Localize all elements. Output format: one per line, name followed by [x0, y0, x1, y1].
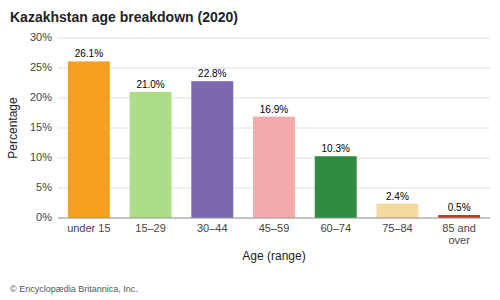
title: Kazakhstan age breakdown (2020)	[10, 9, 238, 25]
x-tick-label-line: 15–29	[135, 222, 166, 234]
bar	[130, 92, 172, 218]
x-tick-label: 60–74	[320, 222, 351, 234]
x-tick-label: 30–44	[197, 222, 228, 234]
grid	[58, 38, 490, 218]
bar	[253, 117, 295, 218]
data-label: 26.1%	[75, 48, 103, 59]
grid-line	[58, 38, 490, 39]
bar	[376, 204, 418, 218]
data-label: 22.8%	[198, 68, 226, 79]
y-tick-label: 25%	[30, 61, 52, 73]
data-label: 21.0%	[136, 79, 164, 90]
data-label: 0.5%	[448, 202, 471, 213]
x-tick-label-line: 45–59	[259, 222, 290, 234]
bar	[315, 156, 357, 218]
y-tick-label: 30%	[30, 31, 52, 43]
x-tick-label: under 15	[67, 222, 110, 234]
y-tick-label: 15%	[30, 121, 52, 133]
chart: Kazakhstan age breakdown (2020) 0% 5% 10% 15…	[0, 0, 500, 300]
footnote: © Encyclopædia Britannica, Inc.	[10, 284, 138, 294]
y-tick-label: 5%	[36, 181, 52, 193]
x-tick-label-line: over	[448, 234, 470, 246]
x-tick-label-line: 30–44	[197, 222, 228, 234]
data-label: 16.9%	[260, 104, 288, 115]
bar	[68, 61, 110, 218]
x-axis-line	[58, 218, 490, 219]
x-tick-label: 75–84	[382, 222, 413, 234]
data-label: 10.3%	[322, 143, 350, 154]
y-tick-label: 20%	[30, 91, 52, 103]
x-tick-label-line: 60–74	[320, 222, 351, 234]
x-tick-label-line: 75–84	[382, 222, 413, 234]
bars	[68, 61, 480, 218]
y-axis-label: Percentage	[6, 97, 20, 159]
grid-line	[58, 68, 490, 69]
y-tick-label: 0%	[36, 211, 52, 223]
grid-line	[58, 98, 490, 99]
x-axis: under 15 15–29 30–44 45–59 60–74 75–84 85 ando…	[67, 222, 476, 246]
grid-line	[58, 218, 490, 219]
y-tick-label: 10%	[30, 151, 52, 163]
x-axis-label: Age (range)	[242, 249, 305, 263]
data-labels: 26.1% 21.0% 22.8% 16.9% 10.3% 2.4% 0.5%	[75, 48, 471, 213]
bar	[191, 81, 233, 218]
x-tick-label: 45–59	[259, 222, 290, 234]
data-label: 2.4%	[386, 191, 409, 202]
y-axis: 0% 5% 10% 15% 20% 25% 30%	[30, 31, 52, 223]
x-tick-label-line: under 15	[67, 222, 110, 234]
x-tick-label: 85 andover	[442, 222, 476, 246]
x-tick-label: 15–29	[135, 222, 166, 234]
x-tick-label-line: 85 and	[442, 222, 476, 234]
